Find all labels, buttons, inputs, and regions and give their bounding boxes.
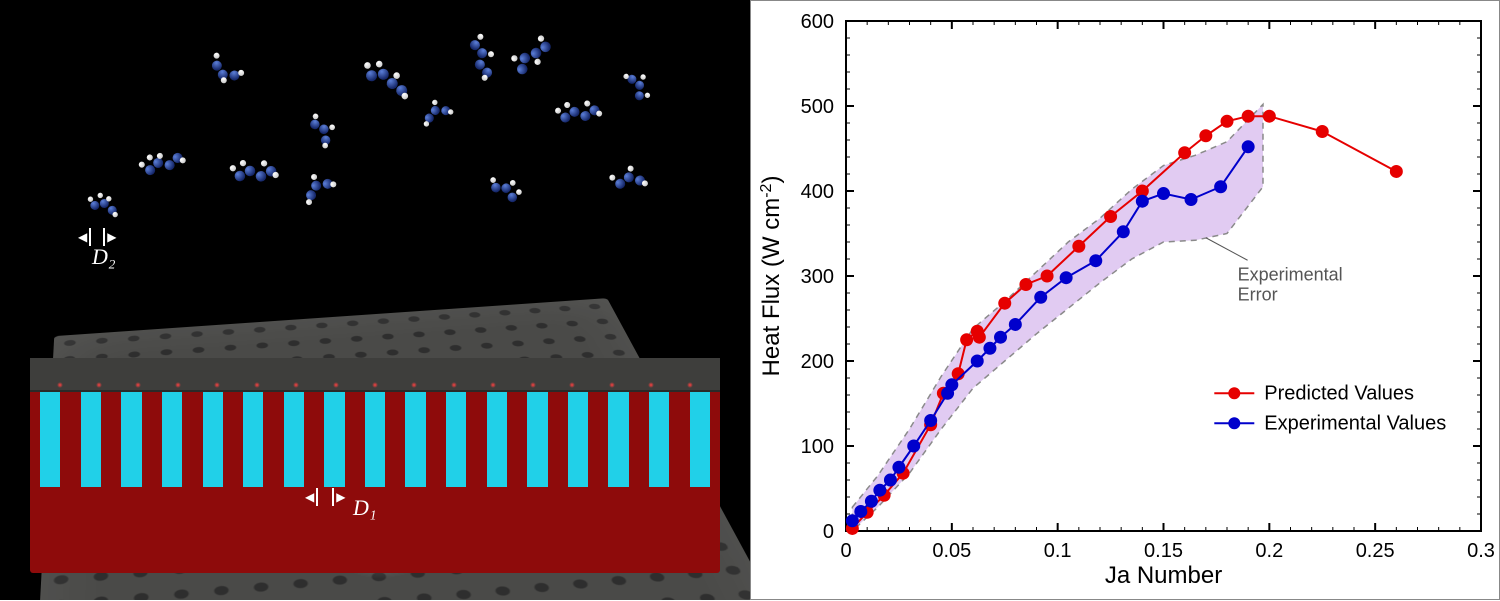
svg-text:0: 0 xyxy=(823,521,834,543)
svg-text:200: 200 xyxy=(801,351,834,373)
svg-text:0.15: 0.15 xyxy=(1144,540,1183,562)
svg-text:0.05: 0.05 xyxy=(932,540,971,562)
right-chart-panel: 0 0.05 0.1 0.15 0.2 0.25 0.3 0 100 200 300 400 500 60… xyxy=(750,0,1500,600)
svg-text:Ja Number: Ja Number xyxy=(1105,562,1222,589)
d1-label: D₁ xyxy=(353,495,377,521)
micropillar-channel-band xyxy=(30,392,720,487)
svg-text:0.1: 0.1 xyxy=(1044,540,1072,562)
d1-dimension-arrows xyxy=(305,488,345,506)
svg-text:Experimental: Experimental xyxy=(1238,264,1343,284)
svg-text:400: 400 xyxy=(801,181,834,203)
svg-text:300: 300 xyxy=(801,266,834,288)
left-render-panel: D₂ D₁ xyxy=(0,0,750,600)
svg-text:0: 0 xyxy=(840,540,851,562)
svg-text:0.25: 0.25 xyxy=(1356,540,1395,562)
svg-text:Predicted Values: Predicted Values xyxy=(1264,382,1414,404)
svg-text:Experimental Values: Experimental Values xyxy=(1264,412,1446,434)
svg-text:Error: Error xyxy=(1238,284,1278,304)
svg-text:100: 100 xyxy=(801,436,834,458)
d2-label: D₂ xyxy=(92,244,116,270)
svg-text:600: 600 xyxy=(801,11,834,33)
heat-flux-chart: 0 0.05 0.1 0.15 0.2 0.25 0.3 0 100 200 300 400 500 60… xyxy=(751,1,1500,601)
membrane-cross-section xyxy=(30,358,720,392)
svg-text:0.2: 0.2 xyxy=(1255,540,1283,562)
svg-text:0.3: 0.3 xyxy=(1467,540,1495,562)
svg-text:Heat Flux (W cm-2): Heat Flux (W cm-2) xyxy=(758,176,786,377)
svg-text:500: 500 xyxy=(801,96,834,118)
device-front-cut xyxy=(30,358,720,573)
